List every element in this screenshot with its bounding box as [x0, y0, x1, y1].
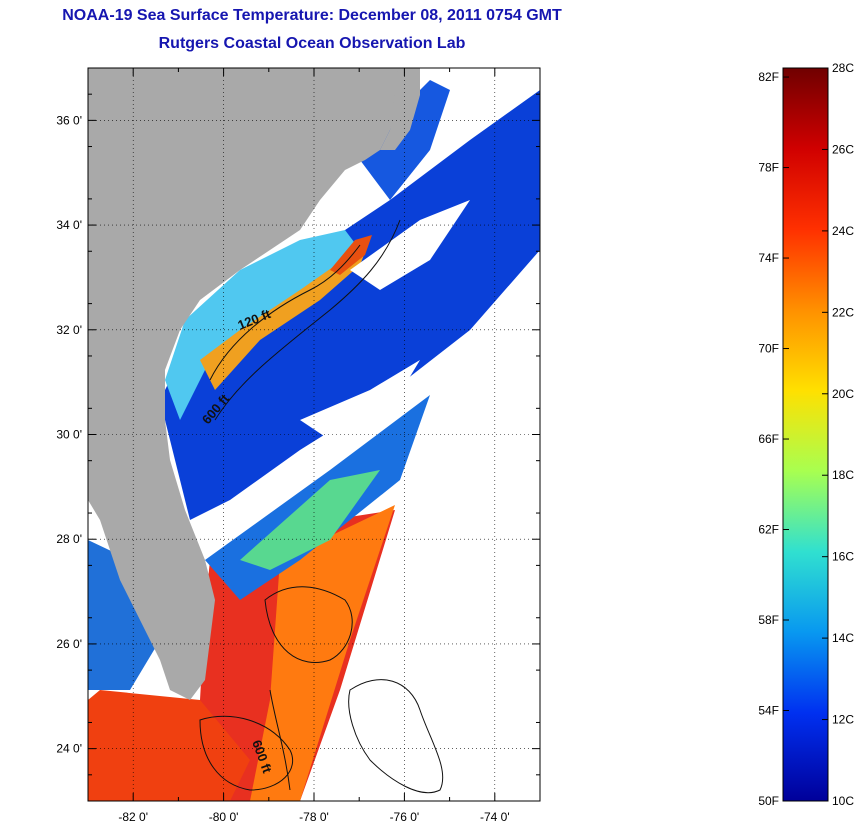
contour-bahamas — [264, 586, 353, 663]
sst-mid-atlantic-shelf — [360, 80, 450, 200]
lon-tick-label: -80 0' — [209, 810, 239, 824]
colorbar-label-c: 22C — [832, 305, 854, 319]
contour-120ft — [209, 244, 361, 381]
lat-tick-label: 32 0' — [56, 323, 82, 337]
chart-title: NOAA-19 Sea Surface Temperature: Decembe… — [62, 7, 562, 24]
colorbar-label-c: 12C — [832, 713, 854, 727]
colorbar-label-c: 24C — [832, 224, 854, 238]
lon-tick-label: -82 0' — [118, 810, 148, 824]
colorbar-label-c: 20C — [832, 387, 854, 401]
sst-florida-west-shelf — [88, 540, 160, 690]
land-outer-banks — [380, 68, 420, 150]
colorbar-label-f: 66F — [758, 432, 779, 446]
colorbar-label-c: 26C — [832, 142, 854, 156]
contour-keys — [199, 715, 293, 791]
colorbar-label-c: 10C — [832, 794, 854, 808]
lat-tick-label: 26 0' — [56, 637, 82, 651]
colorbar-label-f: 58F — [758, 613, 779, 627]
map-grid — [88, 68, 540, 801]
lat-tick-label: 34 0' — [56, 218, 82, 232]
colorbar-label-c: 14C — [832, 631, 854, 645]
sst-gulfstream-north — [200, 240, 370, 390]
lat-tick-label: 24 0' — [56, 742, 82, 756]
colorbar-label-f: 54F — [758, 704, 779, 718]
colorbar-label-f: 74F — [758, 251, 779, 265]
chart-subtitle: Rutgers Coastal Ocean Observation Lab — [158, 35, 466, 52]
sst-swath-north-blue — [160, 90, 540, 520]
lat-tick-label: 28 0' — [56, 532, 82, 546]
lon-tick-label: -74 0' — [480, 810, 510, 824]
sst-north-gap-2 — [300, 360, 420, 440]
contour-600ft-south — [269, 689, 291, 791]
colorbar-labels: 28C 26C 24C 22C 20C 18C 16C 14C 12C 10C 82F 78F 74F 7… — [758, 61, 854, 808]
colorbar-label-c: 18C — [832, 468, 854, 482]
map-ticks: 24 0' 26 0' 28 0' 30 0' 32 0' 34 0' 36 0' -82 0… — [56, 68, 541, 824]
colorbar-label-c: 28C — [832, 61, 854, 75]
colorbar-label-f: 62F — [758, 523, 779, 537]
sst-swath-north-shelf — [165, 230, 360, 420]
colorbar-label-c: 16C — [832, 550, 854, 564]
colorbar-label-f: 82F — [758, 70, 779, 84]
colorbar-label-f: 50F — [758, 794, 779, 808]
sst-swath-south-orange — [250, 505, 395, 801]
lon-tick-label: -78 0' — [299, 810, 329, 824]
sst-north-gap — [350, 200, 470, 290]
map-plot-area: 120 ft 600 ft 600 ft — [88, 68, 540, 801]
lat-tick-label: 36 0' — [56, 113, 82, 127]
land-us-coast — [88, 68, 398, 700]
sst-swath-south-green — [240, 470, 380, 570]
contour-bahamas-east — [348, 679, 444, 794]
colorbar — [782, 67, 829, 802]
sst-gulfstream-core — [330, 235, 372, 275]
colorbar-label-f: 70F — [758, 342, 779, 356]
lon-tick-label: -76 0' — [390, 810, 420, 824]
contour-600ft-north — [214, 219, 401, 421]
lat-tick-label: 30 0' — [56, 428, 82, 442]
colorbar-label-f: 78F — [758, 161, 779, 175]
